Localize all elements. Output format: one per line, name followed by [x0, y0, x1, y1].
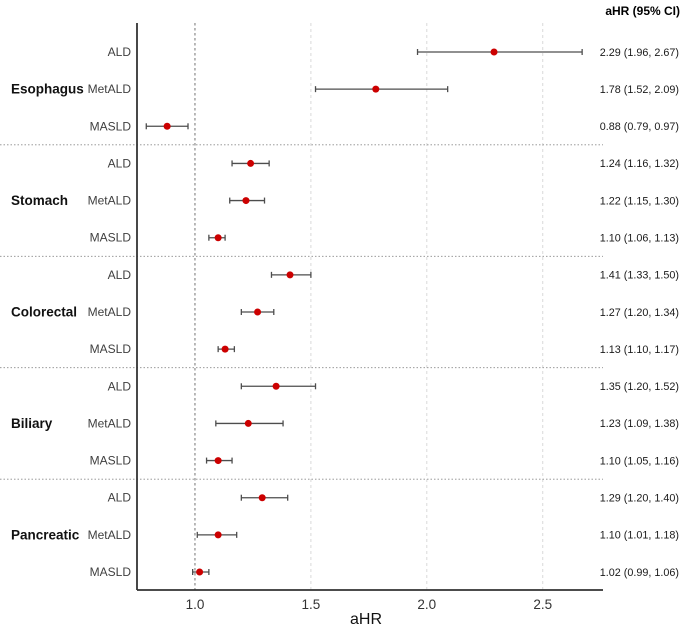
row-label: MetALD [88, 305, 132, 319]
point-marker [196, 568, 204, 576]
point-marker [247, 159, 255, 167]
x-tick-label: 1.0 [186, 597, 205, 612]
data-row-layer [145, 48, 583, 576]
value-label: 0.88 (0.79, 0.97) [600, 121, 679, 133]
value-label: 1.35 (1.20, 1.52) [600, 381, 679, 393]
forest-row [231, 159, 270, 167]
row-label: MetALD [88, 416, 132, 430]
value-label: 1.41 (1.33, 1.50) [600, 270, 679, 282]
forest-row [240, 308, 275, 316]
row-label: ALD [108, 156, 132, 170]
group-label: Biliary [11, 416, 53, 431]
point-marker [286, 271, 294, 279]
group-label: Esophagus [11, 82, 84, 97]
value-label: 1.10 (1.05, 1.16) [600, 455, 679, 467]
x-tick-label: 2.0 [417, 597, 436, 612]
row-label: MASLD [90, 231, 132, 245]
point-marker [214, 234, 222, 242]
row-label: MASLD [90, 342, 132, 356]
row-label: ALD [108, 45, 132, 59]
point-marker [258, 494, 266, 502]
x-tick-label: 2.5 [533, 597, 552, 612]
forest-row [240, 494, 289, 502]
row-label: MASLD [90, 454, 132, 468]
value-label: 1.24 (1.16, 1.32) [600, 158, 679, 170]
forest-row [205, 457, 233, 465]
forest-row [215, 419, 284, 427]
forest-row [196, 531, 238, 539]
group-label: Pancreatic [11, 527, 80, 542]
value-label: 1.27 (1.20, 1.34) [600, 307, 679, 319]
forest-row [416, 48, 583, 56]
forest-row [145, 122, 189, 130]
row-label: ALD [108, 491, 132, 505]
point-marker [490, 48, 498, 56]
value-label: 1.13 (1.10, 1.17) [600, 344, 679, 356]
separator-layer [0, 144, 603, 480]
row-label: MASLD [90, 119, 132, 133]
group-label: Colorectal [11, 305, 77, 320]
point-marker [372, 85, 380, 93]
point-marker [254, 308, 262, 316]
forest-row [217, 345, 236, 353]
row-label: ALD [108, 268, 132, 282]
point-marker [163, 122, 171, 130]
row-label: MetALD [88, 82, 132, 96]
point-marker [244, 419, 252, 427]
forest-row [229, 197, 266, 205]
gridline-layer [194, 23, 544, 590]
row-label: ALD [108, 379, 132, 393]
row-label: MetALD [88, 194, 132, 208]
ci-column-header: aHR (95% CI) [605, 4, 680, 18]
value-label: 1.10 (1.06, 1.13) [600, 233, 679, 245]
value-label: 1.10 (1.01, 1.18) [600, 530, 679, 542]
forest-row [314, 85, 449, 93]
row-label: MetALD [88, 528, 132, 542]
point-marker [214, 457, 222, 465]
forest-row [240, 382, 317, 390]
value-label: 1.02 (0.99, 1.06) [600, 567, 679, 579]
axis-layer [136, 23, 603, 591]
x-tick-label: 1.5 [301, 597, 320, 612]
point-marker [214, 531, 222, 539]
forest-row [208, 234, 226, 242]
value-label: 2.29 (1.96, 2.67) [600, 47, 679, 59]
point-marker [272, 382, 280, 390]
text-layer: 1.0 1.5 2.0 2.5 ALD 2.29 (1.96, 2.67) MetALD 1.… [11, 45, 679, 612]
value-label: 1.22 (1.15, 1.30) [600, 195, 679, 207]
point-marker [221, 345, 229, 353]
value-label: 1.29 (1.20, 1.40) [600, 493, 679, 505]
row-label: MASLD [90, 565, 132, 579]
x-axis-title: aHR [350, 611, 382, 628]
forest-row [270, 271, 312, 279]
group-label: Stomach [11, 193, 68, 208]
forest-row [191, 568, 210, 576]
value-label: 1.78 (1.52, 2.09) [600, 84, 679, 96]
point-marker [242, 197, 250, 205]
value-label: 1.23 (1.09, 1.38) [600, 418, 679, 430]
